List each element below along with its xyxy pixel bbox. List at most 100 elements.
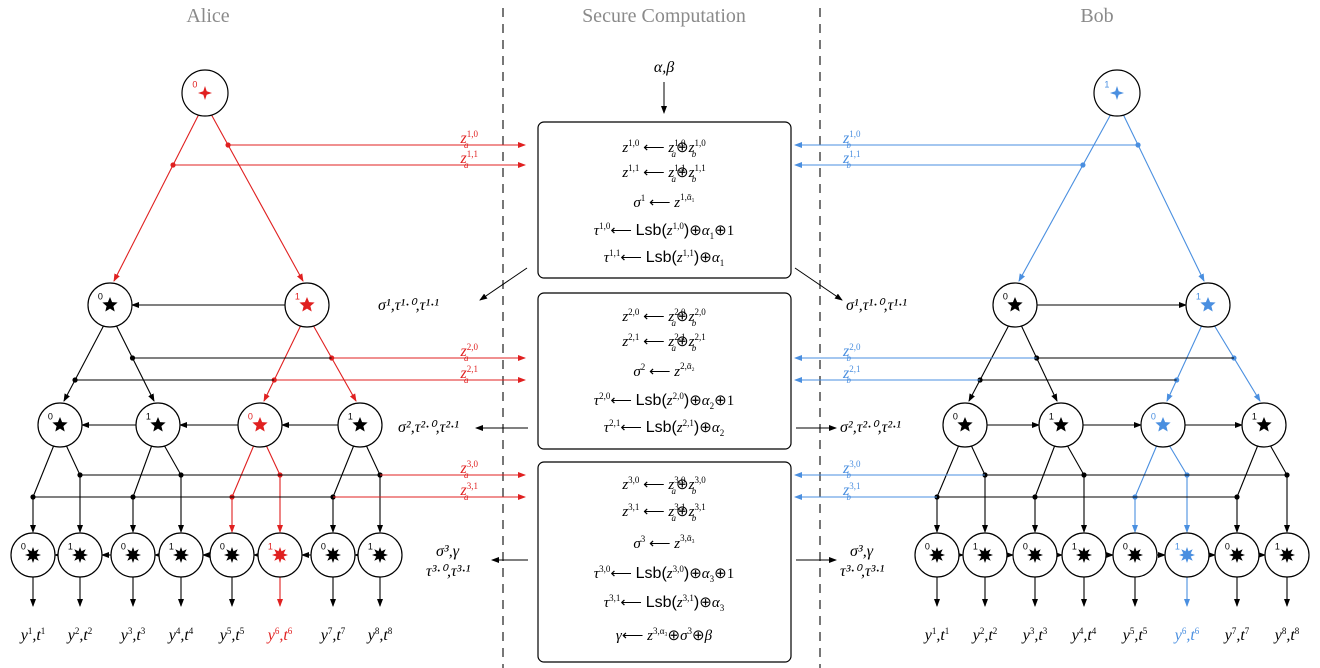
leaf-t-sup: 2: [993, 626, 998, 636]
leaf-output-label: y2,t2: [971, 626, 998, 644]
tree-edge-l2-l3-diag: [332, 444, 355, 498]
share-sup: 3,1: [467, 481, 478, 491]
svg-text:σ3 ⟵ z3,ᾱ₃: σ3 ⟵ z3,ᾱ₃: [633, 533, 694, 552]
tree-edge-l2-l3-diag: [1034, 444, 1056, 498]
bob-share-label: z2,1 b: [842, 364, 860, 385]
leaf-y-sup: 7: [1232, 626, 1237, 636]
share-base: z: [460, 482, 468, 499]
svg-text:z3,0 ⟵ z3,0a⊕z3,0b: z3,0 ⟵ z3,0 a⊕z3,0 b: [621, 475, 706, 496]
tree-edge-l2-l3-diag: [1236, 444, 1259, 498]
leaf-node-star-icon: [1229, 547, 1245, 563]
level1-node-bit: 1: [295, 292, 300, 302]
alice-level3-output-2: τ³·⁰,τ³·¹: [426, 563, 470, 580]
leaf-output-label: y3,t3: [119, 626, 146, 644]
leaf-output-label: y1,t1: [923, 626, 950, 644]
leaf-node-bit: 1: [368, 542, 373, 552]
leaf-node-star-icon: [272, 547, 288, 563]
svg-text:z2,0 ⟵ z2,0a⊕z2,0b: z2,0 ⟵ z2,0 a⊕z2,0 b: [621, 307, 706, 328]
svg-text:z1,0 ⟵ z1,0a⊕z1,0b: z1,0 ⟵ z1,0 a⊕z1,0 b: [621, 138, 706, 159]
tree-edge-l1-l2: [312, 324, 357, 402]
share-base: z: [842, 365, 850, 382]
leaf-node-star-icon: [1279, 547, 1295, 563]
leaf-comma: ,t: [1286, 627, 1295, 644]
leaf-t-sup: 3: [141, 626, 146, 636]
leaf-output-label: y7,t7: [1223, 626, 1250, 644]
box1-to-alice-arrow: [479, 267, 528, 301]
bob-share-label: z3,0 b: [842, 459, 861, 480]
leaf-output-label: y8,t8: [366, 626, 393, 644]
leaf-comma: ,t: [1236, 627, 1245, 644]
leaf-y: y: [971, 627, 981, 644]
leaf-y-sup: 6: [275, 626, 280, 636]
leaf-y-sup: 8: [1282, 626, 1287, 636]
root-node-bit: 1: [1104, 79, 1109, 89]
tree-edge-l2-l3-diag: [65, 444, 81, 476]
level1-node-bit: 0: [98, 292, 103, 302]
leaf-node-star-icon: [125, 547, 141, 563]
bob-share-label: z1,0 b: [842, 129, 861, 150]
leaf-y: y: [319, 627, 329, 644]
leaf-node-bit: 0: [21, 542, 26, 552]
level1-node-bit: 0: [1003, 292, 1008, 302]
tree-edge-root-r: [1122, 113, 1205, 282]
leaf-node-bit: 0: [925, 542, 930, 552]
tree-edge-root-l: [1018, 113, 1112, 282]
share-base: z: [460, 343, 468, 360]
leaf-node-star-icon: [977, 547, 993, 563]
leaf-y-sup: 3: [128, 626, 133, 636]
tree-edge-l2-l3-diag: [1168, 444, 1188, 476]
share-sup: 3,0: [467, 459, 479, 469]
leaf-comma: ,t: [279, 627, 288, 644]
alice-share-label: z2,1 a: [460, 364, 478, 385]
leaf-y: y: [167, 627, 177, 644]
svg-text:z3,1 ⟵ z3,1a⊕z3,1b: z3,1 ⟵ z3,1 a⊕z3,1 b: [621, 502, 705, 523]
level2-node-star-icon: [1053, 417, 1069, 432]
alice-level3-output-1: σ³,γ: [436, 543, 460, 560]
leaf-t-sup: 7: [341, 626, 346, 636]
level1-node-star-icon: [102, 297, 118, 312]
tree-edge-l1-l2: [1020, 324, 1058, 402]
level2-node-bit: 1: [1252, 412, 1257, 422]
leaf-comma: ,t: [231, 627, 240, 644]
leaf-y: y: [119, 627, 129, 644]
svg-text:τ2,1⟵ Lsb(z2,1)⊕α2: τ2,1⟵ Lsb(z2,1)⊕α2: [604, 418, 724, 438]
tree-edge-l1-l2: [968, 324, 1010, 402]
leaf-y-sup: 4: [176, 626, 181, 636]
svg-text:z2,1 ⟵ z2,1a⊕z2,1b: z2,1 ⟵ z2,1 a⊕z2,1 b: [621, 332, 705, 353]
leaf-t-sup: 8: [388, 626, 393, 636]
leaf-comma: ,t: [379, 627, 388, 644]
share-sup: 1,1: [467, 149, 478, 159]
tree-edge-l2-l3-diag: [132, 444, 153, 498]
leaf-y-sup: 5: [1130, 626, 1135, 636]
leaf-y: y: [19, 627, 29, 644]
tree-edge-l2-l3-diag: [936, 444, 960, 498]
computation-box-level-2: [537, 292, 792, 450]
level2-node-star-icon: [252, 417, 268, 432]
leaf-y: y: [1121, 627, 1131, 644]
tree-edge-root-r: [210, 113, 304, 282]
bob-level3-output-2: τ³·⁰,τ³·¹: [840, 563, 884, 580]
root-node-star-icon: [1110, 86, 1124, 100]
svg-text:σ1 ⟵ z1,ᾱ₁: σ1 ⟵ z1,ᾱ₁: [633, 192, 694, 211]
leaf-y-sup: 8: [375, 626, 380, 636]
leaf-output-label: y6,t6: [1173, 626, 1200, 644]
leaf-node-star-icon: [224, 547, 240, 563]
level2-node-bit: 1: [348, 412, 353, 422]
leaf-y: y: [66, 627, 76, 644]
leaf-y-sup: 6: [1182, 626, 1187, 636]
leaf-y-sup: 4: [1079, 626, 1084, 636]
share-base: z: [842, 130, 850, 147]
header-secure-computation: Secure Computation: [582, 5, 746, 27]
alice-share-label: z3,1 a: [460, 481, 478, 502]
level2-node-bit: 0: [248, 412, 253, 422]
leaf-y-sup: 1: [28, 626, 33, 636]
leaf-node-bit: 0: [321, 542, 326, 552]
rail-dot: [170, 162, 176, 168]
leaf-comma: ,t: [79, 627, 88, 644]
equations-level-2: z2,0 ⟵ z2,0 a⊕z2,0 b z2,1 ⟵ z2,1 a⊕z2,1 b σ2…: [594, 307, 734, 438]
leaf-t-sup: 3: [1043, 626, 1048, 636]
leaf-node-bit: 1: [68, 542, 73, 552]
level1-node-bit: 1: [1196, 292, 1201, 302]
level1-node-star-icon: [1200, 297, 1216, 312]
